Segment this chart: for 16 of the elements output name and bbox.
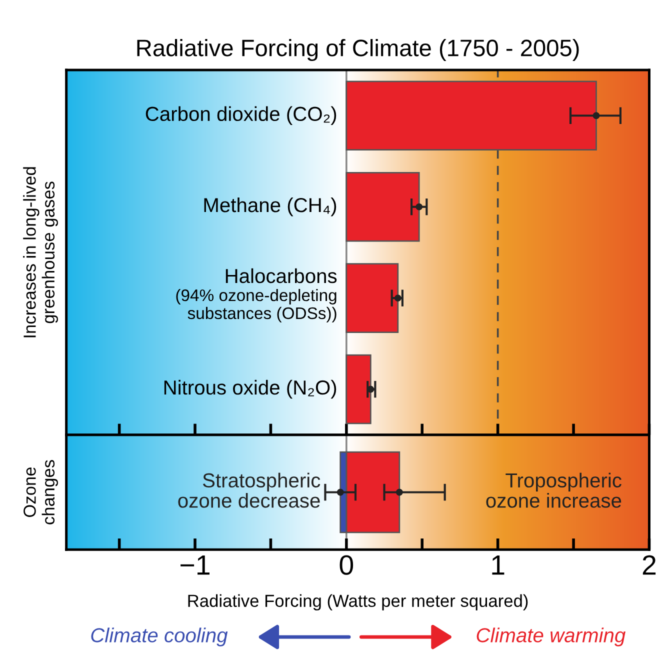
x-tick-label: 2 [642, 555, 656, 575]
text: Climate cooling [91, 628, 228, 646]
annotation: Tropospheric ozone increase [486, 472, 622, 508]
x-tick-label: −1 [180, 555, 210, 575]
y-axis-title: Ozone changes [24, 460, 58, 524]
chart-title: Radiative Forcing of Climate (1750 - 2005) [137, 39, 579, 62]
annotation: Stratospheric ozone decrease [178, 472, 320, 508]
x-tick-label: 0 [340, 555, 354, 575]
category-label: Nitrous oxide (N₂O) [164, 380, 336, 399]
text: Climate warming [476, 628, 626, 646]
category-label: Carbon dioxide (CO₂) [146, 106, 336, 126]
y-axis-title: Increases in long-lived greenhouse gases [23, 167, 58, 338]
category-label: Halocarbons (94% ozone-depleting substances (ODSs)) [176, 268, 337, 322]
category-label: Methane (CH₄) [204, 197, 336, 216]
x-tick-label: 1 [492, 555, 504, 575]
x-axis-title: Radiative Forcing (Watts per meter squared) [188, 594, 528, 610]
